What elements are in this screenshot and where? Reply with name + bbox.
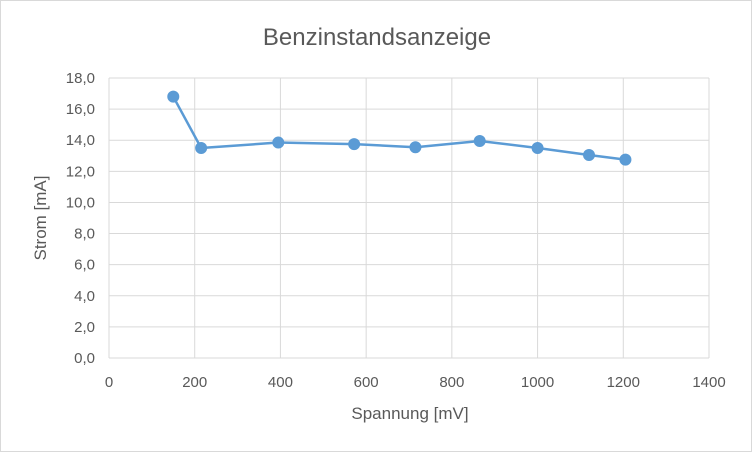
- data-point: [531, 142, 544, 154]
- gridlines: [108, 77, 710, 359]
- data-series: [167, 90, 632, 166]
- y-tick-label: 18,0: [66, 70, 95, 87]
- y-tick-label: 14,0: [66, 132, 95, 149]
- data-point: [583, 149, 595, 161]
- y-tick-label: 8,0: [74, 226, 95, 243]
- x-tick-label: 200: [182, 374, 207, 391]
- data-point: [348, 138, 361, 151]
- data-point: [409, 141, 422, 154]
- y-tick-label: 6,0: [74, 257, 95, 274]
- y-tick-label: 2,0: [74, 319, 95, 336]
- x-axis-tick-labels: 0 200 400 600 800 1000 1200 1400: [105, 374, 726, 391]
- x-tick-label: 1200: [607, 374, 640, 391]
- x-tick-label: 1000: [521, 374, 554, 391]
- x-axis-title: Spannung [mV]: [351, 404, 468, 423]
- x-tick-label: 1400: [692, 374, 725, 391]
- data-point: [195, 142, 208, 154]
- data-point: [473, 135, 486, 147]
- data-point: [272, 136, 285, 149]
- series-line: [172, 96, 626, 161]
- x-tick-label: 400: [268, 374, 293, 391]
- chart-title: Benzinstandsanzeige: [263, 24, 491, 51]
- y-axis-tick-labels: 0,0 2,0 4,0 6,0 8,0 10,0 12,0 14,0 16,0 18,0: [66, 70, 95, 367]
- x-tick-label: 0: [105, 374, 113, 391]
- y-tick-label: 4,0: [74, 288, 95, 305]
- data-point: [167, 90, 180, 103]
- y-tick-label: 16,0: [66, 101, 95, 118]
- y-tick-label: 12,0: [66, 163, 95, 180]
- y-axis-title: Strom [mA]: [31, 175, 50, 260]
- data-point: [619, 153, 632, 166]
- y-tick-label: 0,0: [74, 350, 95, 367]
- x-tick-label: 800: [439, 374, 464, 391]
- x-tick-label: 600: [354, 374, 379, 391]
- y-tick-label: 10,0: [66, 194, 95, 211]
